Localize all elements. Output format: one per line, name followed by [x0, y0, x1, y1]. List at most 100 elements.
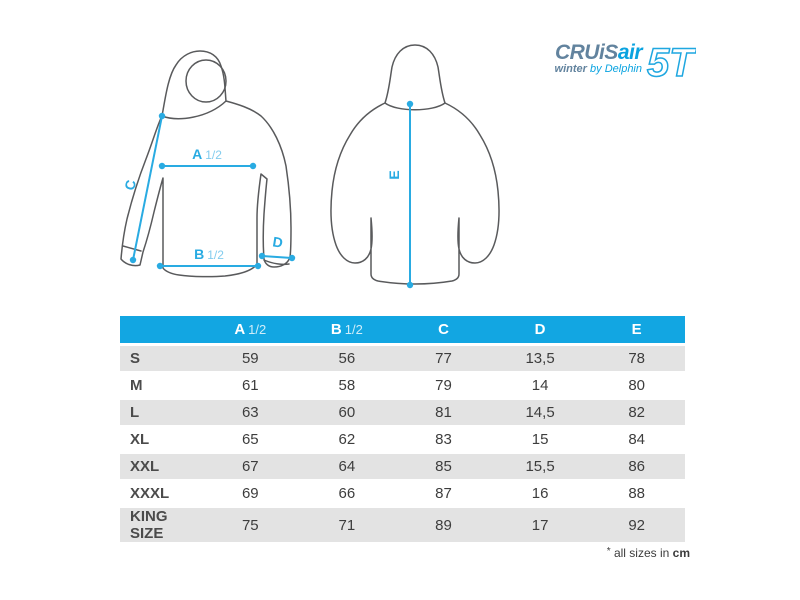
brand-name-part1: CRUiS [554, 41, 618, 64]
hood-base-seam [384, 102, 446, 111]
front-measurements: C A 1/2 B 1/2 D [121, 112, 296, 270]
measure-dot [156, 262, 164, 270]
jacket-back-outline [330, 44, 500, 285]
measurement-value: 71 [298, 507, 396, 544]
measurement-value: 65 [202, 426, 299, 454]
brand-tagline-rest: by Delphin [590, 63, 642, 75]
left-cuff-seam [122, 245, 142, 252]
measurement-value: 60 [298, 399, 396, 427]
size-row-m: M 61 58 79 14 80 [120, 372, 685, 400]
size-row-xxl: XXL 67 64 85 15,5 86 [120, 453, 685, 481]
brand-logo-text: CRUiSair winter by Delphin [554, 41, 643, 75]
measurement-value: 58 [298, 372, 396, 400]
size-row-king-size: KING SIZE 75 71 89 17 92 [120, 507, 685, 544]
measurement-value: 85 [395, 453, 492, 481]
measurement-value: 15 [491, 426, 589, 454]
size-row-xxxl: XXXL 69 66 87 16 88 [120, 480, 685, 508]
measure-label-c: C [121, 178, 139, 191]
measurement-value: 61 [202, 372, 299, 400]
size-label: M [120, 372, 202, 400]
measurement-value: 59 [202, 344, 299, 373]
measure-dot [249, 162, 257, 170]
measurement-value: 15,5 [491, 453, 589, 481]
back-measurements: E [386, 100, 414, 289]
measure-dot [288, 254, 296, 262]
brand-tagline: winter by Delphin [555, 64, 642, 75]
measurement-value: 63 [202, 399, 299, 427]
measure-label-e: E [386, 170, 402, 179]
measure-dot [158, 162, 166, 170]
measurement-value: 92 [588, 507, 685, 544]
measurement-value: 66 [298, 480, 396, 508]
measure-line-d [261, 255, 293, 259]
size-table-header: A 1/2 B 1/2 C D E [120, 316, 685, 346]
measurement-value: 16 [491, 480, 589, 508]
measurement-value: 87 [395, 480, 492, 508]
measurement-value: 62 [298, 426, 396, 454]
measurement-value: 78 [588, 344, 685, 373]
col-header-e: E [588, 316, 685, 346]
measure-dot [406, 100, 414, 108]
brand-name: CRUiSair [554, 41, 643, 64]
measurement-value: 17 [491, 507, 589, 544]
size-label: XXL [120, 453, 202, 481]
measure-dot [129, 256, 137, 264]
measure-dot [406, 281, 414, 289]
size-label: L [120, 399, 202, 427]
measurement-value: 14 [491, 372, 589, 400]
size-row-l: L 63 60 81 14,5 82 [120, 399, 685, 427]
measurement-value: 89 [395, 507, 492, 544]
measure-line-c [132, 115, 163, 261]
jacket-front-diagram: C A 1/2 B 1/2 D [120, 50, 296, 278]
size-label: XL [120, 426, 202, 454]
header-row: A 1/2 B 1/2 C D E [120, 316, 685, 346]
measurement-value: 80 [588, 372, 685, 400]
brand-name-part3: 5T [647, 41, 696, 85]
measure-dot [258, 252, 266, 260]
measurement-value: 79 [395, 372, 492, 400]
size-column-header [120, 316, 202, 346]
measure-label-a: A 1/2 [192, 146, 222, 162]
measurement-value: 14,5 [491, 399, 589, 427]
col-header-d: D [491, 316, 589, 346]
footnote-unit: cm [672, 546, 690, 560]
col-header-a: A 1/2 [202, 316, 299, 346]
measurement-value: 69 [202, 480, 299, 508]
measurement-value: 86 [588, 453, 685, 481]
size-row-xl: XL 65 62 83 15 84 [120, 426, 685, 454]
size-table-body: S 59 56 77 13,5 78 M 61 58 79 14 80 L 63 60 81 14,5 82 XL 6… [120, 344, 685, 544]
collar-seam [161, 100, 227, 120]
measurement-value: 84 [588, 426, 685, 454]
measurement-value: 81 [395, 399, 492, 427]
brand-name-part2: air [617, 41, 643, 64]
measurement-value: 56 [298, 344, 396, 373]
footnote-text: all sizes in [610, 546, 673, 560]
brand-tagline-bold: winter [554, 63, 587, 75]
size-row-s: S 59 56 77 13,5 78 [120, 344, 685, 373]
brand-logo: CRUiSair winter by Delphin 5T [554, 40, 696, 86]
col-header-c: C [395, 316, 492, 346]
measurement-value: 13,5 [491, 344, 589, 373]
measurement-value: 83 [395, 426, 492, 454]
measurement-value: 88 [588, 480, 685, 508]
size-label: S [120, 344, 202, 373]
measure-label-b: B 1/2 [194, 246, 224, 262]
footnote: * all sizes in cm [607, 546, 690, 560]
measurement-value: 77 [395, 344, 492, 373]
size-label: XXXL [120, 480, 202, 508]
jacket-back-diagram: E [330, 44, 500, 289]
measurement-value: 82 [588, 399, 685, 427]
measure-dot [158, 112, 166, 120]
col-header-b: B 1/2 [298, 316, 396, 346]
footnote-marker: * [606, 546, 611, 557]
measurement-value: 64 [298, 453, 396, 481]
jacket-front-outline [120, 50, 292, 278]
brand-5t-mark: 5T [646, 40, 696, 86]
measurement-value: 67 [202, 453, 299, 481]
right-cuff-seam [263, 259, 290, 266]
hood-opening [185, 59, 227, 103]
measure-dot [254, 262, 262, 270]
measure-label-d: D [272, 233, 285, 250]
size-table: A 1/2 B 1/2 C D E S 59 56 77 13,5 78 M 61 58 79 14 80 L 63 6… [120, 316, 685, 544]
measurement-value: 75 [202, 507, 299, 544]
